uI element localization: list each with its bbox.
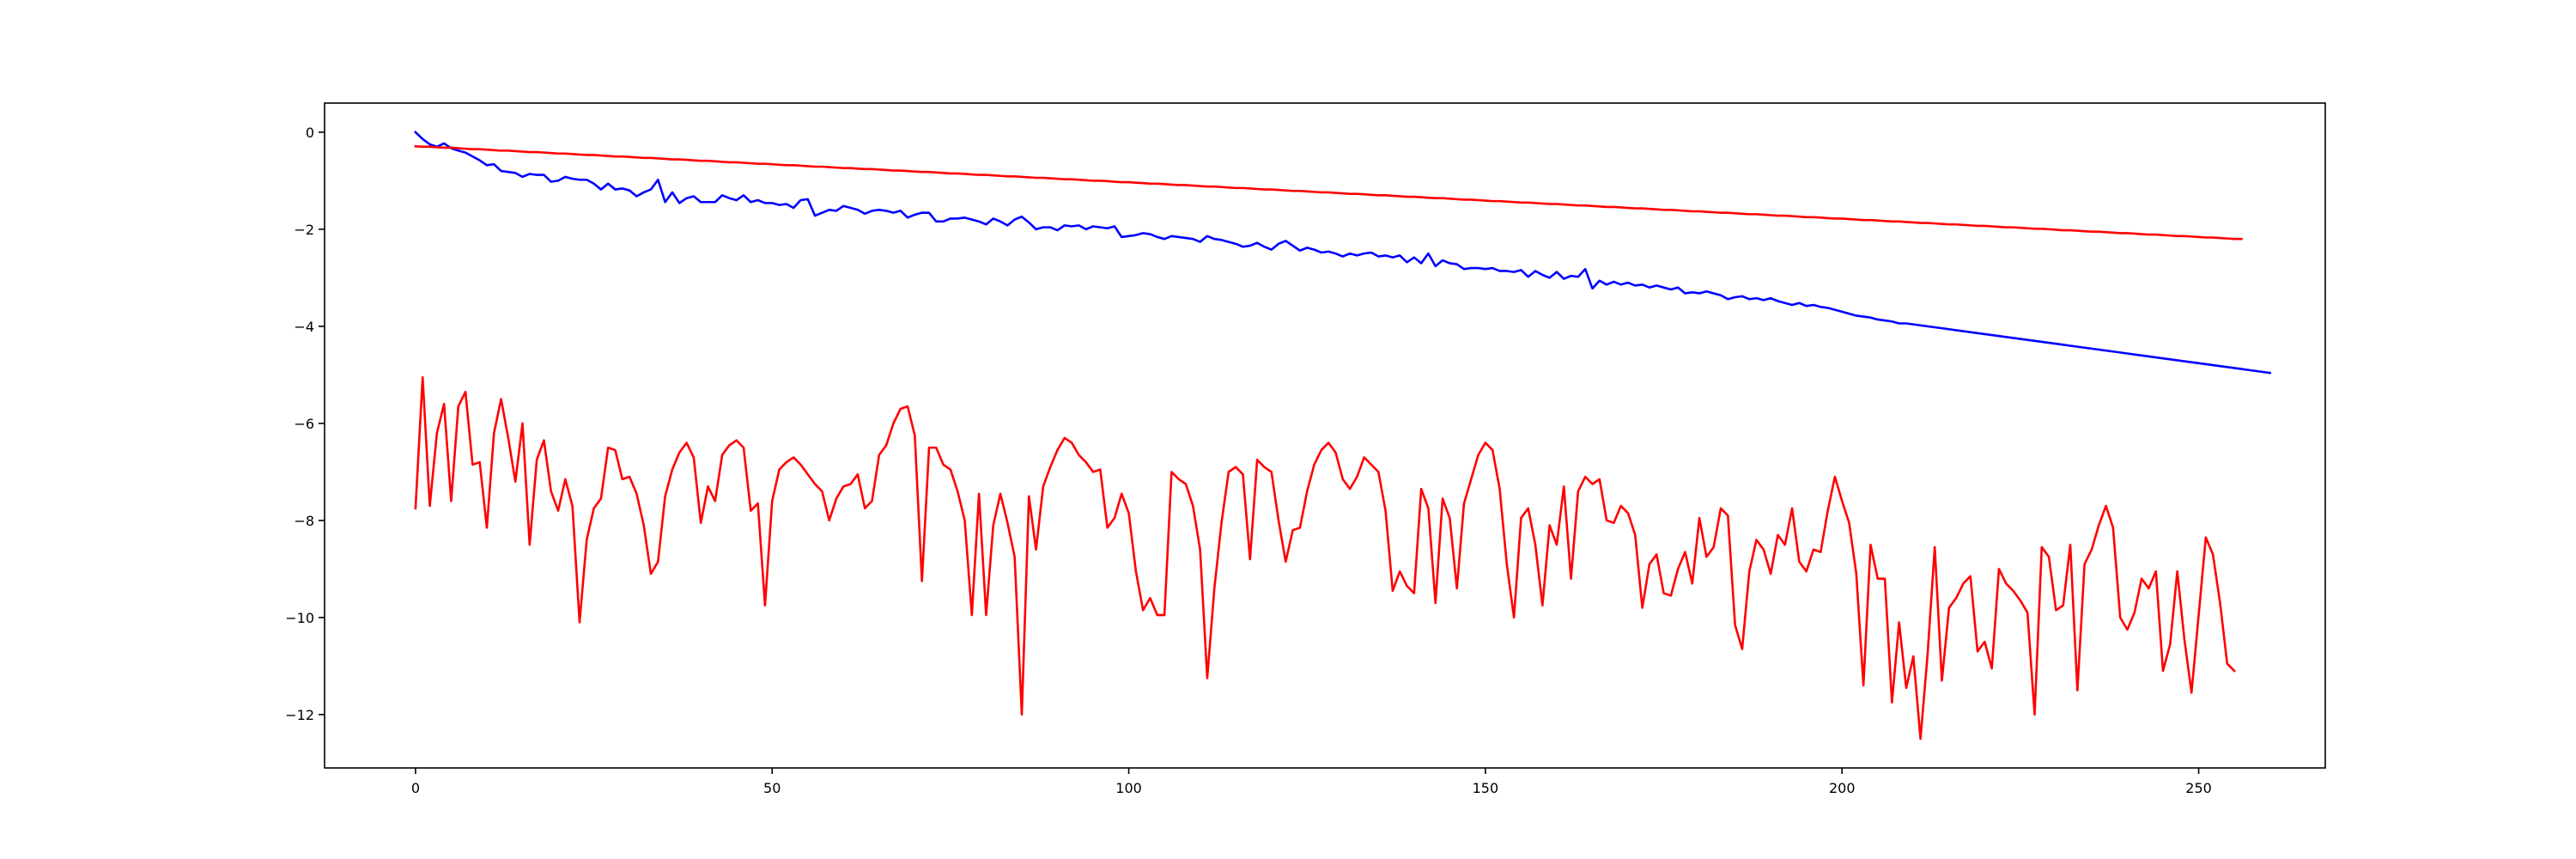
- series-line-2: [414, 144, 2243, 241]
- x-tick-label: 200: [1829, 780, 1856, 796]
- series-line-3: [414, 375, 2236, 740]
- y-tick-label: 0: [306, 125, 314, 141]
- y-tick-label: −4: [294, 319, 314, 335]
- series-line-1: [414, 131, 2272, 375]
- plot-frame: [324, 102, 2326, 769]
- axes-layer: 0 50 100 150 200 250 0 −2 −4 −6 −8 −10 −12: [285, 102, 2326, 796]
- x-tick-label: 100: [1115, 780, 1142, 796]
- series-layer: [414, 131, 2272, 740]
- y-tick-label: −2: [294, 222, 314, 238]
- x-tick-label: 250: [2185, 780, 2212, 796]
- y-tick-label: −10: [285, 610, 314, 626]
- y-tick-label: −6: [294, 416, 314, 432]
- y-tick-label: −8: [294, 513, 314, 529]
- x-tick-label: 50: [763, 780, 781, 796]
- x-tick-label: 150: [1473, 780, 1499, 796]
- x-tick-label: 0: [411, 780, 420, 796]
- y-tick-label: −12: [285, 707, 314, 723]
